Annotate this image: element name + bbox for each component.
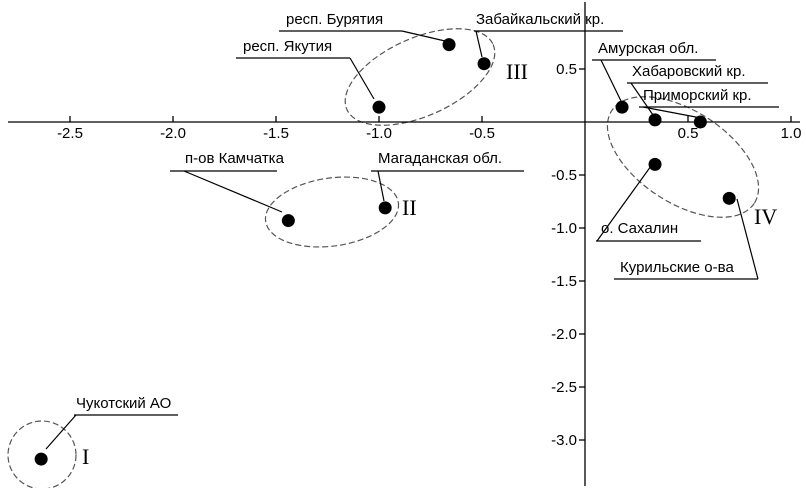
x-tick-label: -0.5 (469, 125, 495, 142)
group-ellipse (606, 96, 760, 218)
point-label: респ. Якутия (243, 38, 332, 55)
group-label: IV (754, 204, 777, 229)
leader-line (183, 170, 283, 213)
data-point (722, 191, 736, 205)
x-tick-label: 0.5 (678, 125, 699, 142)
x-tick-label: -1.0 (366, 125, 392, 142)
leader-line (630, 82, 654, 116)
data-point (693, 115, 707, 129)
x-tick-label: -2.0 (160, 125, 186, 142)
leader-line (596, 165, 652, 242)
point-label: Чукотский АО (76, 395, 171, 412)
x-tick-label: -2.5 (57, 125, 83, 142)
leader-line (600, 59, 622, 102)
x-tick-label: 1.0 (781, 125, 802, 142)
point-label: Амурская обл. (598, 40, 698, 57)
leader-line (736, 198, 759, 280)
point-label: Курильские о-ва (620, 259, 734, 276)
leader-line (642, 106, 702, 119)
point-label: Приморский кр. (643, 87, 752, 104)
leader-line (45, 414, 77, 450)
group-ellipses-layer (7, 28, 760, 488)
data-point (34, 452, 48, 466)
data-points-layer (34, 38, 736, 466)
data-point (477, 57, 491, 71)
y-tick-label: 0.5 (556, 61, 577, 78)
x-tick-label: -1.5 (263, 125, 289, 142)
point-label: Хабаровский кр. (632, 63, 745, 80)
data-point (648, 113, 662, 127)
leader-line (475, 30, 483, 58)
axes-layer (8, 2, 800, 486)
group-ellipse (264, 176, 400, 248)
point-label: Забайкальский кр. (476, 11, 604, 28)
leader-line (401, 30, 446, 42)
point-label: о. Сахалин (601, 220, 678, 237)
leader-lines-layer (45, 30, 779, 450)
point-label: Магаданская обл. (378, 150, 502, 167)
data-point (442, 38, 456, 52)
group-ellipse (7, 420, 77, 488)
point-label: респ. Бурятия (286, 11, 383, 28)
group-ellipse (344, 28, 496, 126)
y-tick-label: -2.5 (551, 379, 577, 396)
data-point (615, 100, 629, 114)
y-tick-label: -2.0 (551, 326, 577, 343)
group-label: III (506, 59, 528, 84)
y-tick-label: -1.5 (551, 273, 577, 290)
group-label: I (82, 444, 89, 469)
data-point (372, 100, 386, 114)
data-point (281, 214, 295, 228)
y-tick-label: -1.0 (551, 220, 577, 237)
text-layer: -2.5 -2.0 -1.5 -1.0 -0.5 0.5 1.0 0.5 -0.5 -1.0 -1.… (57, 11, 801, 469)
leader-line (349, 57, 375, 100)
leader-line (377, 170, 385, 202)
group-label: II (402, 195, 417, 220)
point-label: п-ов Камчатка (185, 150, 285, 167)
y-tick-label: -3.0 (551, 432, 577, 449)
y-tick-label: -0.5 (551, 167, 577, 184)
data-point (378, 201, 392, 215)
data-point (648, 157, 662, 171)
